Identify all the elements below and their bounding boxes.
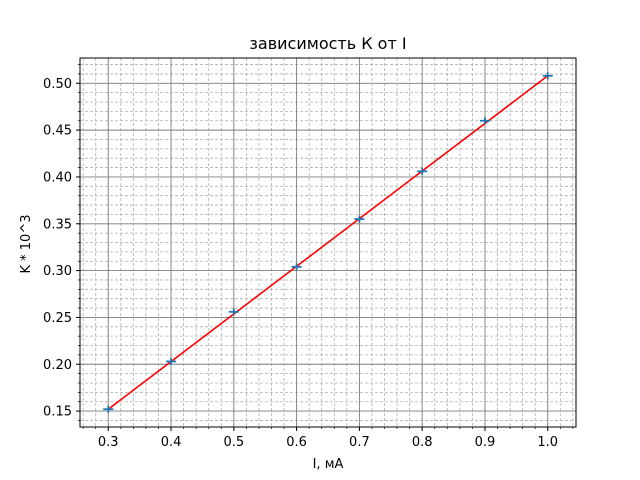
y-tick-label: 0.50	[43, 77, 72, 92]
y-axis-ticks: 0.15 0.20 0.25 0.30 0.35 0.40 0.45 0.50	[43, 64, 80, 421]
y-tick-label: 0.30	[43, 264, 72, 279]
x-tick-label: 1.0	[537, 435, 558, 450]
series-layer	[103, 72, 553, 413]
y-tick-label: 0.15	[43, 405, 72, 420]
y-axis-label: K * 10^3	[19, 215, 34, 274]
x-tick-label: 0.4	[161, 435, 182, 450]
y-tick-label: 0.40	[43, 170, 72, 185]
x-tick-label: 0.8	[412, 435, 433, 450]
chart-title: зависимость К от I	[249, 34, 406, 53]
x-axis-ticks: 0.3 0.4 0.5 0.6 0.7 0.8 0.9 1.0	[82, 427, 574, 450]
y-tick-label: 0.45	[43, 124, 72, 139]
x-tick-label: 0.7	[349, 435, 370, 450]
x-axis-label: I, мА	[313, 457, 344, 472]
y-tick-label: 0.25	[43, 311, 72, 326]
x-tick-label: 0.5	[223, 435, 244, 450]
fit-line	[107, 75, 549, 410]
y-tick-label: 0.35	[43, 217, 72, 232]
x-tick-label: 0.9	[475, 435, 496, 450]
x-tick-label: 0.6	[286, 435, 307, 450]
y-tick-label: 0.20	[43, 358, 72, 373]
x-tick-label: 0.3	[98, 435, 119, 450]
